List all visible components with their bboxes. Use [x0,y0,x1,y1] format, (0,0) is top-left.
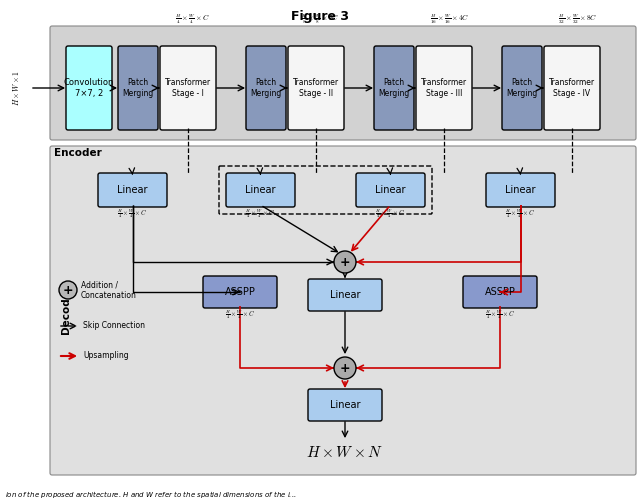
FancyBboxPatch shape [544,46,600,130]
FancyBboxPatch shape [98,173,167,207]
FancyBboxPatch shape [160,46,216,130]
FancyBboxPatch shape [374,46,414,130]
Text: ASSPP: ASSPP [225,287,255,297]
Text: +: + [340,256,350,269]
Text: Linear: Linear [330,290,360,300]
Text: $\frac{H}{4} \times \frac{W}{4} \times C$: $\frac{H}{4} \times \frac{W}{4} \times C… [506,207,536,220]
Text: Addition /
Concatenation: Addition / Concatenation [81,280,137,300]
FancyBboxPatch shape [308,279,382,311]
Text: Linear: Linear [330,400,360,410]
Text: Linear: Linear [117,185,148,195]
Text: Skip Connection: Skip Connection [83,322,145,331]
FancyBboxPatch shape [288,46,344,130]
Text: Linear: Linear [505,185,536,195]
Text: $\frac{H}{32} \times \frac{W}{32} \times 8C$: $\frac{H}{32} \times \frac{W}{32} \times… [558,13,598,26]
Text: Linear: Linear [375,185,406,195]
FancyBboxPatch shape [486,173,555,207]
Circle shape [334,251,356,273]
Text: Upsampling: Upsampling [83,351,129,360]
Text: Transformer
Stage - IV: Transformer Stage - IV [549,78,595,98]
Text: +: + [340,362,350,375]
Text: $\frac{H}{4} \times \frac{W}{4} \times C$: $\frac{H}{4} \times \frac{W}{4} \times C… [175,13,209,26]
Text: $\frac{H}{4} \times \frac{W}{4} \times C$: $\frac{H}{4} \times \frac{W}{4} \times C… [245,207,276,220]
Text: Linear: Linear [245,185,276,195]
FancyBboxPatch shape [246,46,286,130]
FancyBboxPatch shape [50,146,636,475]
Text: Figure 3: Figure 3 [291,10,349,23]
Text: $\frac{H}{4} \times \frac{W}{4} \times C$: $\frac{H}{4} \times \frac{W}{4} \times C… [376,207,406,220]
Text: ion of the proposed architecture. $H$ and $W$ refer to the spatial dimensions of: ion of the proposed architecture. $H$ an… [5,489,297,500]
Text: Patch
Merging: Patch Merging [122,78,154,98]
FancyBboxPatch shape [416,46,472,130]
FancyBboxPatch shape [308,389,382,421]
FancyBboxPatch shape [356,173,425,207]
Text: $H \times W \times 1$: $H \times W \times 1$ [11,70,21,106]
FancyBboxPatch shape [50,26,636,140]
Text: Transformer
Stage - III: Transformer Stage - III [421,78,467,98]
Text: Encoder: Encoder [54,148,102,158]
Text: $H \times W \times N$: $H \times W \times N$ [307,445,383,460]
FancyBboxPatch shape [502,46,542,130]
Text: ASSPP: ASSPP [484,287,515,297]
Text: Transformer
Stage - II: Transformer Stage - II [293,78,339,98]
Text: Patch
Merging: Patch Merging [506,78,538,98]
Text: $\frac{H}{8} \times \frac{W}{8} \times 2C$: $\frac{H}{8} \times \frac{W}{8} \times 2… [301,13,339,26]
Text: $\frac{H}{16} \times \frac{W}{16} \times 4C$: $\frac{H}{16} \times \frac{W}{16} \times… [430,13,470,26]
Circle shape [59,281,77,299]
Circle shape [334,357,356,379]
Text: Decoder: Decoder [61,285,71,335]
FancyBboxPatch shape [226,173,295,207]
Text: $\frac{H}{4} \times \frac{W}{4} \times C$: $\frac{H}{4} \times \frac{W}{4} \times C… [117,207,148,220]
Text: $\frac{H}{4} \times \frac{W}{4} \times C$: $\frac{H}{4} \times \frac{W}{4} \times C… [225,308,255,321]
Text: +: + [63,284,74,297]
FancyBboxPatch shape [203,276,277,308]
Text: Patch
Merging: Patch Merging [250,78,282,98]
Text: $\frac{H}{4} \times \frac{W}{4} \times C$: $\frac{H}{4} \times \frac{W}{4} \times C… [485,308,515,321]
FancyBboxPatch shape [463,276,537,308]
FancyBboxPatch shape [66,46,112,130]
Text: Convolution
7×7, 2: Convolution 7×7, 2 [64,78,114,98]
Text: Transformer
Stage - I: Transformer Stage - I [165,78,211,98]
Text: Patch
Merging: Patch Merging [378,78,410,98]
FancyBboxPatch shape [118,46,158,130]
